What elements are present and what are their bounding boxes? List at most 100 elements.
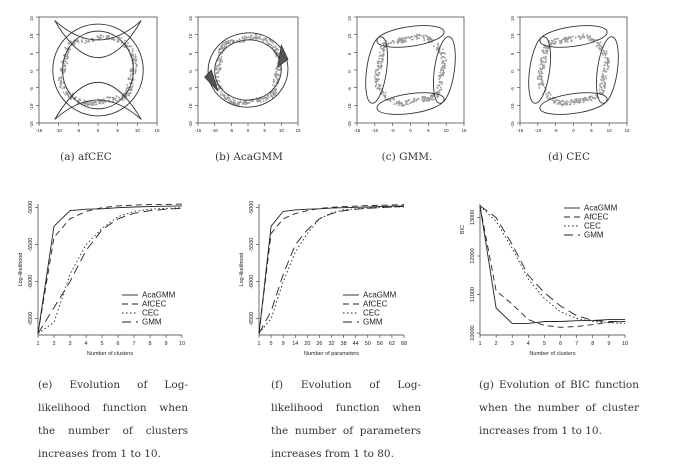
x-tick-label: 5 xyxy=(263,128,266,133)
data-point xyxy=(556,37,558,40)
data-points xyxy=(373,33,447,107)
data-point xyxy=(440,57,443,60)
data-point xyxy=(574,36,577,39)
data-point xyxy=(543,66,546,69)
data-point xyxy=(218,80,221,83)
data-point xyxy=(438,80,441,83)
data-point xyxy=(560,42,563,44)
data-point xyxy=(91,102,94,105)
data-point xyxy=(259,100,262,103)
data-point xyxy=(278,74,280,77)
data-point xyxy=(224,96,227,99)
x-tick-label: 5 xyxy=(543,341,546,347)
data-point xyxy=(567,38,569,41)
data-point xyxy=(233,102,236,105)
x-tick-label: 10 xyxy=(607,128,613,133)
data-point xyxy=(134,57,136,60)
data-point xyxy=(243,35,246,38)
cluster-ellipse xyxy=(214,39,282,101)
data-point xyxy=(135,64,138,67)
data-point xyxy=(604,84,607,86)
data-point xyxy=(540,78,542,81)
data-point xyxy=(217,76,220,78)
data-point xyxy=(400,104,403,107)
x-tick-label: 1 xyxy=(257,341,260,347)
data-point xyxy=(249,35,252,37)
data-point xyxy=(397,104,400,107)
data-point xyxy=(274,74,276,77)
data-point xyxy=(442,69,445,71)
data-point xyxy=(267,42,269,44)
data-point xyxy=(586,35,589,38)
legend-label: AfCEC xyxy=(363,300,388,309)
data-point xyxy=(238,102,240,105)
data-point xyxy=(266,94,269,97)
data-point xyxy=(134,62,137,65)
data-point xyxy=(438,84,440,87)
data-point xyxy=(552,39,555,42)
x-tick-label: 8 xyxy=(591,341,594,347)
data-point xyxy=(272,46,275,48)
x-tick-label: 0 xyxy=(97,128,100,133)
data-point xyxy=(112,99,115,101)
data-point xyxy=(91,37,93,40)
data-point xyxy=(86,40,88,43)
x-tick-label: 10 xyxy=(444,128,450,133)
data-point xyxy=(66,55,69,58)
data-point xyxy=(374,84,377,87)
data-point xyxy=(60,75,63,78)
x-tick-label: 3 xyxy=(511,341,514,347)
data-point xyxy=(379,45,382,48)
y-tick-label: 10 xyxy=(188,33,193,39)
data-point xyxy=(67,42,70,44)
data-point xyxy=(560,101,562,103)
cluster-ellipse xyxy=(539,92,608,115)
data-point xyxy=(602,67,605,70)
cluster-ellipse xyxy=(365,36,389,104)
data-point xyxy=(443,71,446,74)
data-point xyxy=(415,98,418,101)
data-point xyxy=(570,101,573,103)
data-points xyxy=(57,33,138,107)
data-point xyxy=(135,66,137,68)
data-point xyxy=(256,37,259,40)
data-point xyxy=(376,87,379,90)
data-point xyxy=(415,33,418,36)
data-point xyxy=(102,97,105,100)
data-point xyxy=(384,91,387,94)
data-point xyxy=(393,103,396,106)
data-point xyxy=(120,37,123,40)
data-point xyxy=(579,99,582,102)
x-tick-label: -10 xyxy=(535,128,542,133)
y-tick-label: 0 xyxy=(510,70,515,73)
data-point xyxy=(227,41,230,43)
data-point xyxy=(225,42,227,45)
x-tick-label: 6 xyxy=(116,341,119,347)
x-tick-label: -10 xyxy=(372,128,379,133)
data-point xyxy=(266,98,269,100)
data-point xyxy=(592,39,595,42)
data-point xyxy=(126,83,129,86)
data-point xyxy=(89,103,92,106)
y-tick-label: -10 xyxy=(347,103,352,110)
data-point xyxy=(241,36,244,39)
data-point xyxy=(248,102,251,104)
caption-f: (f) Evolution of Log-likelihood function… xyxy=(271,379,421,460)
x-tick-label: 68 xyxy=(401,341,407,347)
data-point xyxy=(230,100,233,103)
data-point xyxy=(227,99,230,101)
caption-c: (c) GMM. xyxy=(381,151,433,163)
data-point xyxy=(130,45,133,48)
data-point xyxy=(602,53,604,56)
x-tick-label: 26 xyxy=(316,341,322,347)
data-point xyxy=(588,35,591,38)
data-point xyxy=(540,80,543,83)
data-point xyxy=(542,64,544,67)
data-point xyxy=(424,98,426,100)
data-point xyxy=(126,45,129,48)
data-point xyxy=(84,102,87,105)
data-point xyxy=(437,45,440,48)
data-point xyxy=(218,47,221,50)
y-tick-label: 10 xyxy=(29,33,34,39)
data-point xyxy=(244,37,247,40)
